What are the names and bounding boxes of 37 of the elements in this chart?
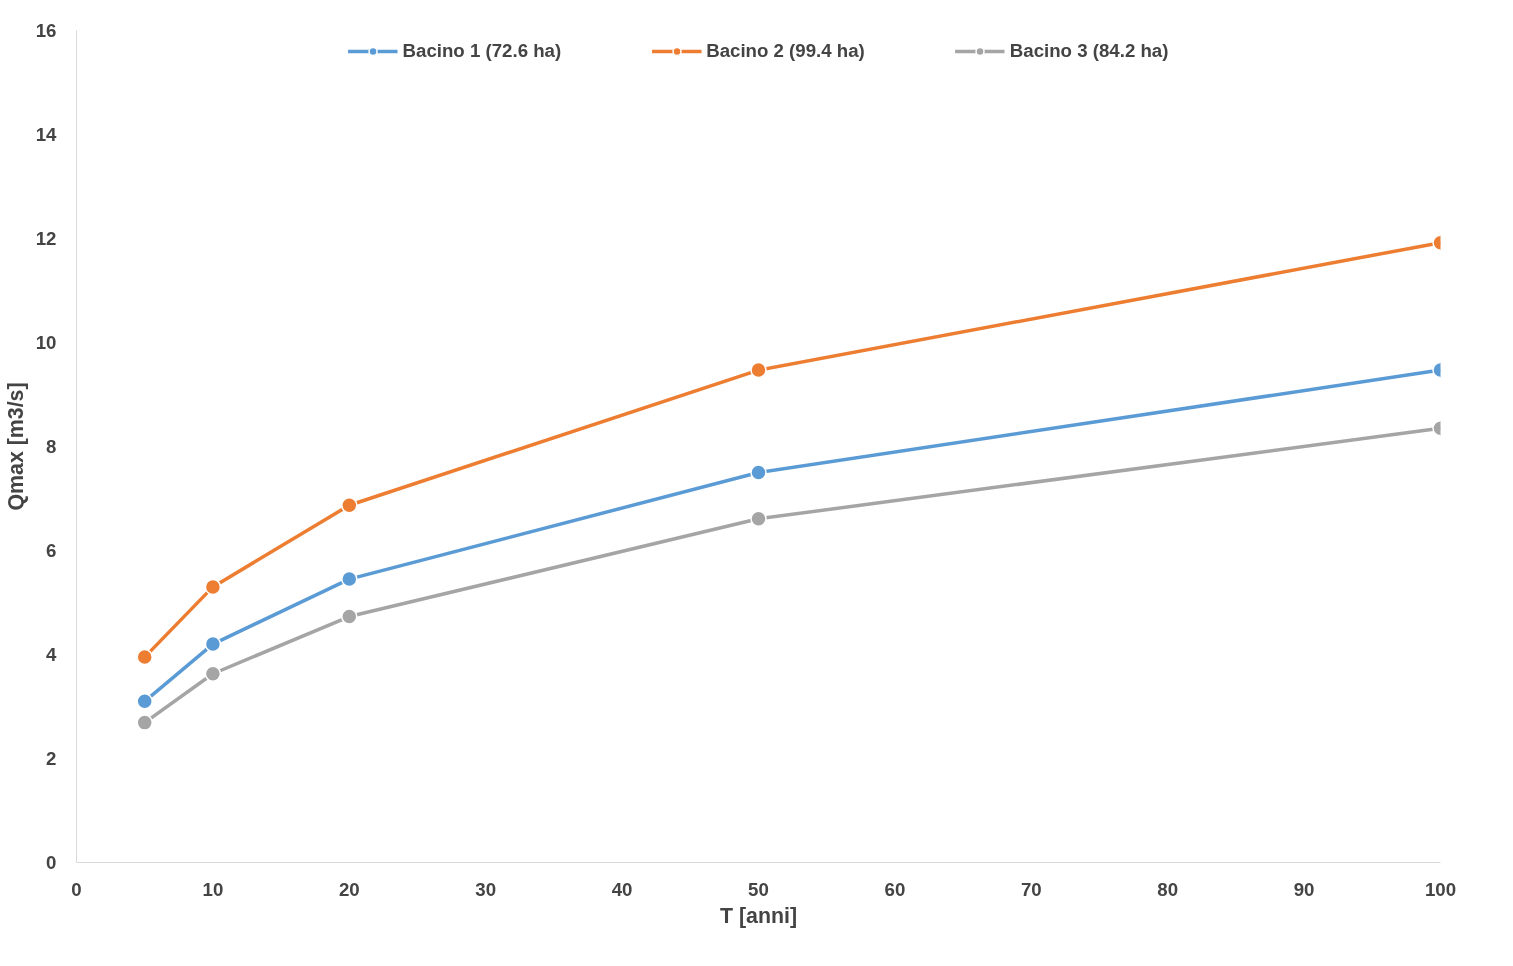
point [341, 570, 358, 588]
x-tick-label: 100 [1424, 878, 1457, 900]
y-tick-label: 8 [46, 436, 57, 457]
point [750, 464, 767, 481]
point [341, 497, 358, 514]
point [204, 665, 222, 682]
x-tick-label: 80 [1157, 878, 1179, 900]
y-tick-label: 2 [46, 748, 57, 769]
y-tick-label: 12 [35, 228, 57, 249]
x-tick-label: 40 [611, 878, 633, 900]
x-tick-label: 90 [1293, 878, 1315, 900]
y-tick-label: 14 [35, 124, 58, 145]
point [136, 714, 153, 731]
legend-label: Bacino 3 (84.2 ha) [1009, 40, 1169, 62]
x-tick-label: 0 [71, 878, 82, 900]
x-axis-title: T [anni] [720, 903, 798, 928]
y-tick-label: 10 [35, 332, 57, 353]
point [204, 635, 222, 653]
y-tick-label: 6 [46, 540, 57, 561]
legend-label: Bacino 2 (99.4 ha) [706, 40, 865, 62]
y-tick-label: 4 [46, 644, 58, 665]
x-tick-label: 60 [884, 878, 906, 900]
y-axis-title: Qmax [m3/s] [3, 382, 28, 511]
x-tick-label: 30 [475, 878, 497, 900]
x-tick-label: 50 [748, 878, 769, 900]
point [204, 578, 222, 596]
legend-label: Bacino 1 (72.6 ha) [402, 40, 562, 62]
point [341, 608, 358, 625]
x-tick-label: 20 [338, 878, 360, 900]
point [750, 361, 767, 379]
point [136, 648, 153, 666]
x-tick-label: 70 [1020, 878, 1042, 900]
y-tick-label: 0 [46, 852, 57, 873]
x-tick-label: 10 [202, 878, 224, 900]
point [750, 510, 767, 528]
y-tick-label: 16 [35, 20, 57, 41]
point [136, 693, 153, 710]
